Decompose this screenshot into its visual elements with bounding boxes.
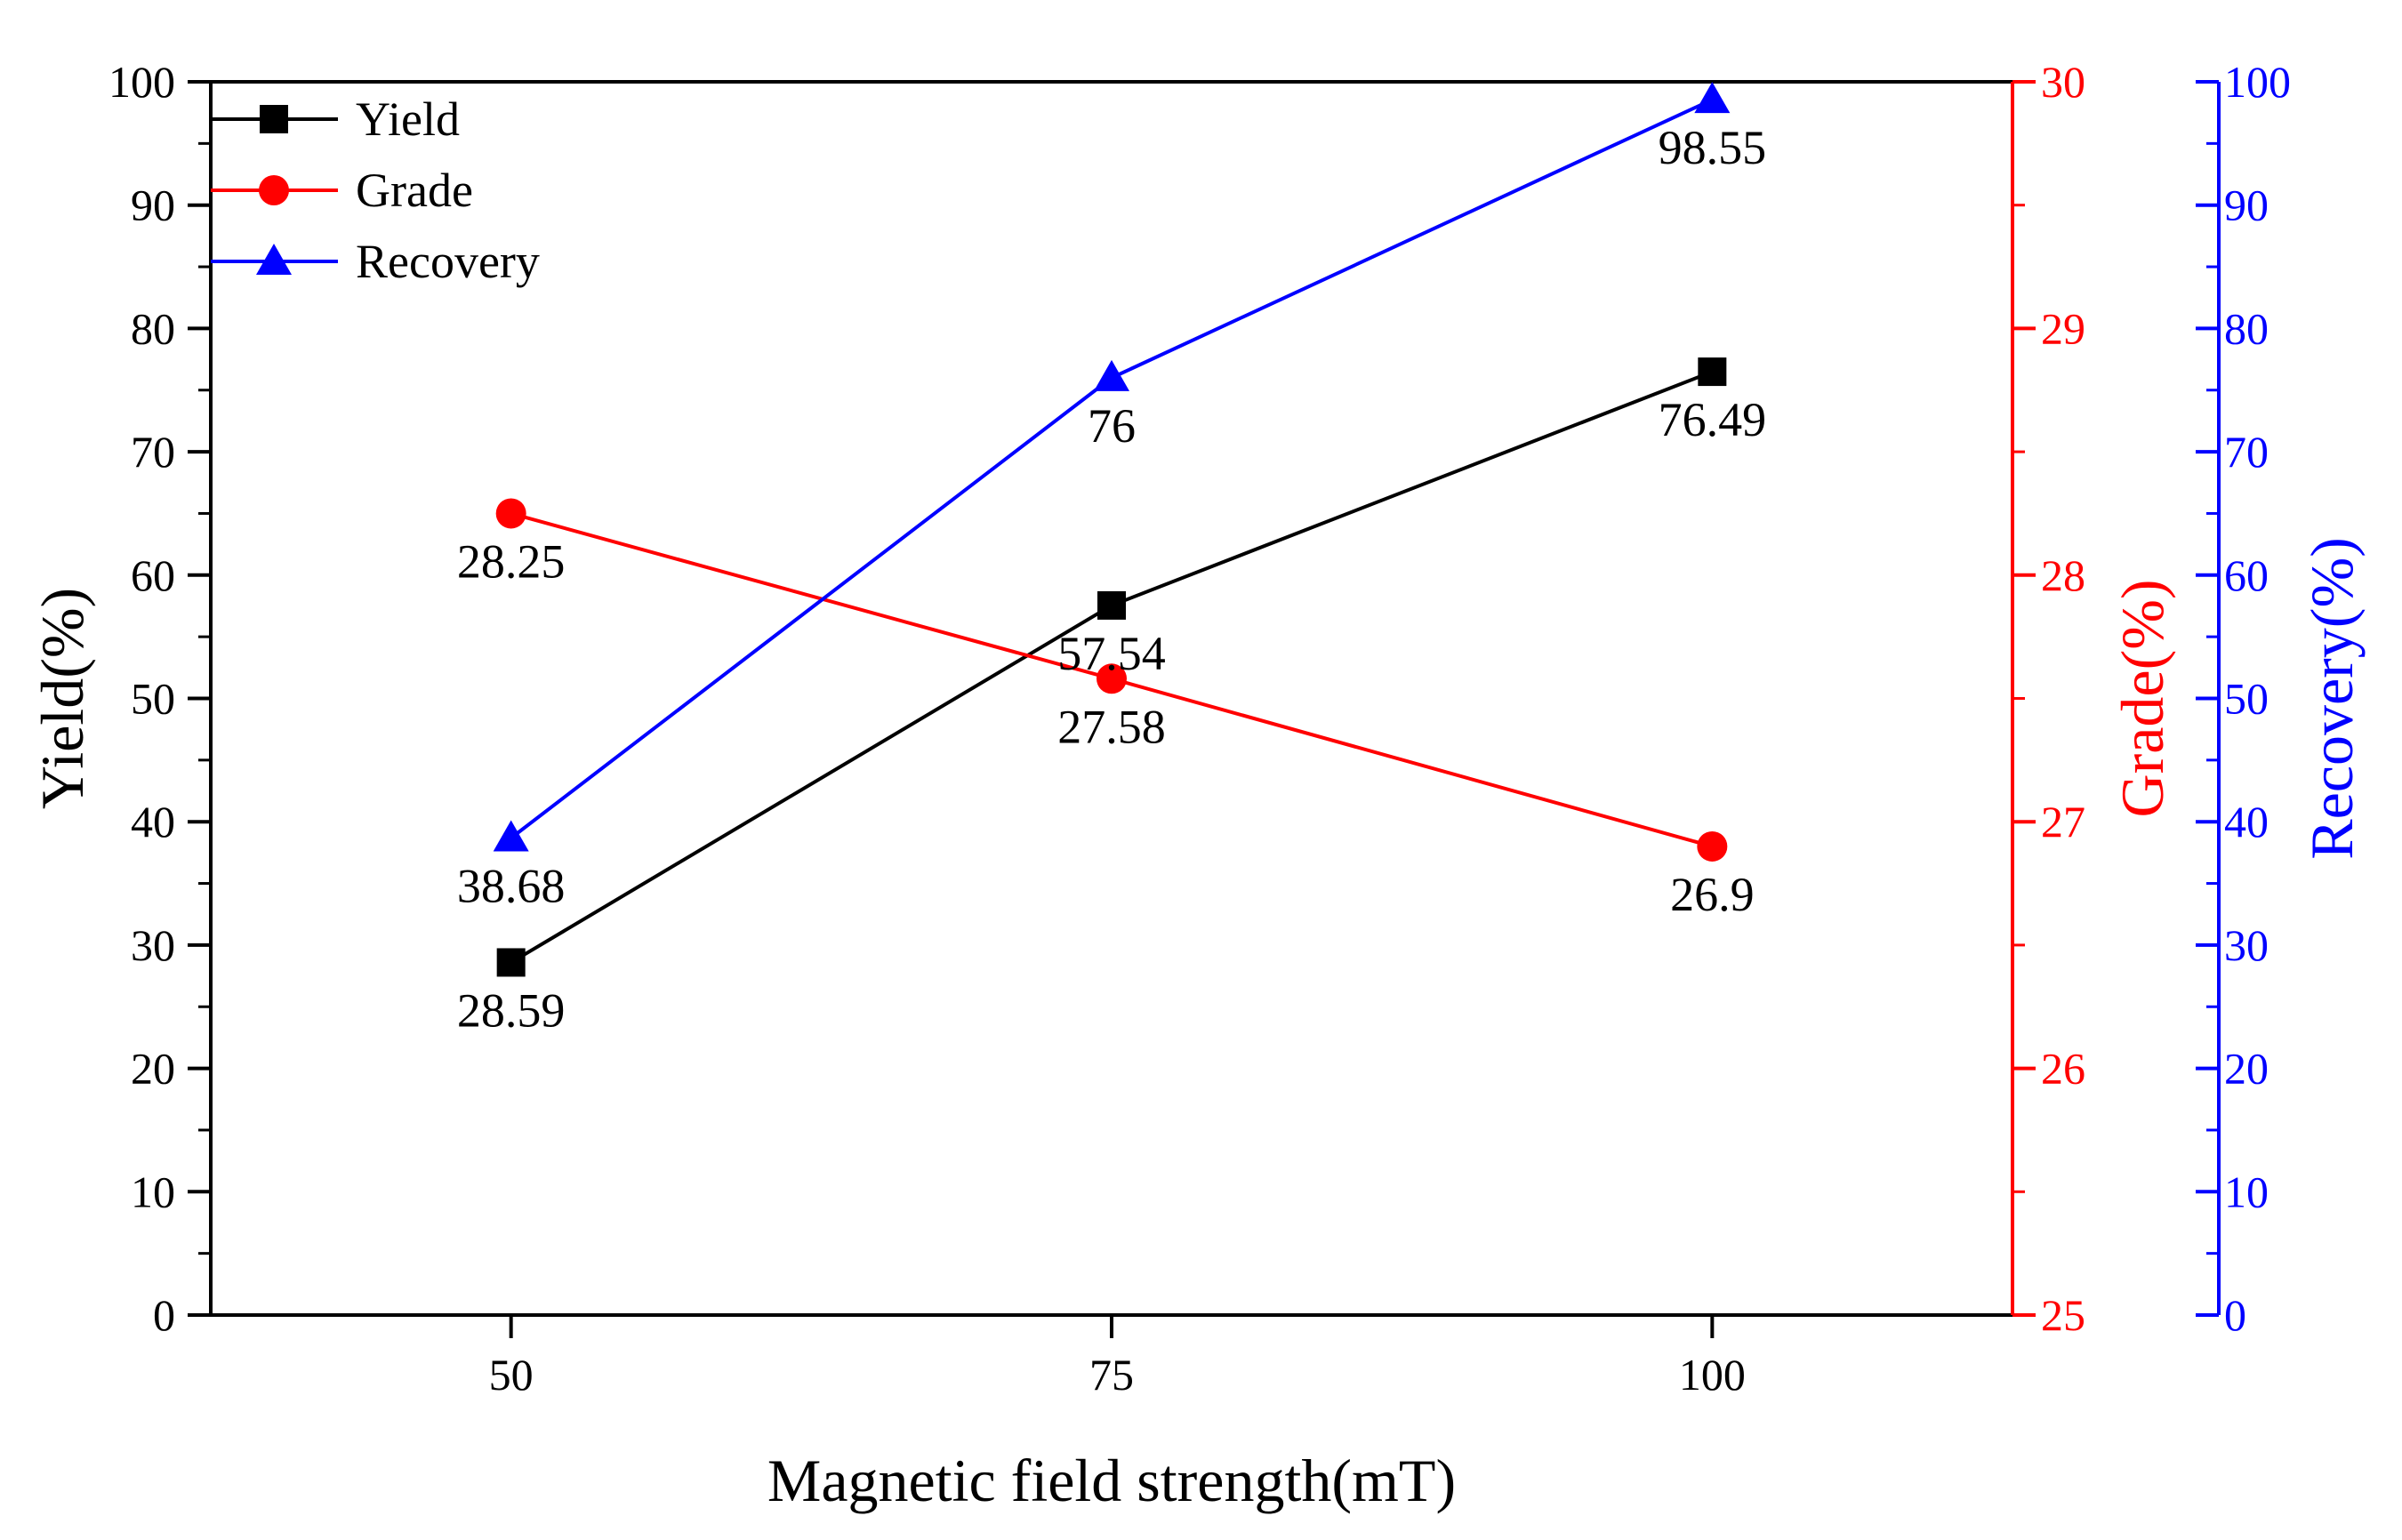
grade-y-tick-label: 29 — [2041, 303, 2085, 353]
recovery-y-tick-label: 60 — [2224, 550, 2269, 600]
left-y-tick-label: 10 — [131, 1167, 175, 1216]
recovery-y-tick-label: 40 — [2224, 797, 2269, 846]
legend-yield-label: Yield — [356, 92, 460, 146]
left-y-tick-label: 30 — [131, 920, 175, 970]
left-y-tick-label: 50 — [131, 674, 175, 724]
legend-yield-marker — [260, 105, 288, 133]
grade-point — [1097, 663, 1127, 694]
recovery-data-label: 38.68 — [457, 860, 566, 913]
grade-y-axis-title: Grade(%) — [2109, 579, 2176, 817]
data-label-layer: 28.59 57.54 76.49 28.25 27.58 26.9 38.68 76 98.5… — [457, 121, 1766, 1037]
yield-point — [496, 948, 526, 977]
grade-y-tick-label: 28 — [2041, 550, 2085, 600]
left-y-tick-label: 60 — [131, 550, 175, 600]
yield-data-label: 57.54 — [1057, 627, 1166, 680]
x-tick-label: 100 — [1679, 1350, 1746, 1400]
x-tick-label: 50 — [489, 1350, 534, 1400]
recovery-y-tick-label: 50 — [2224, 674, 2269, 724]
grade-point — [495, 498, 526, 529]
grade-y-tick-label: 25 — [2041, 1290, 2085, 1340]
grade-data-label: 26.9 — [1670, 868, 1755, 921]
yield-data-label: 28.59 — [457, 983, 566, 1037]
recovery-point — [1694, 82, 1731, 114]
legend-grade-label: Grade — [356, 164, 473, 217]
recovery-point — [1094, 359, 1129, 391]
legend-recovery-marker — [256, 244, 292, 275]
recovery-y-tick-label: 20 — [2224, 1044, 2269, 1094]
left-y-tick-label: 0 — [153, 1290, 175, 1340]
x-axis-title: Magnetic field strength(mT) — [767, 1447, 1456, 1514]
recovery-y-axis-title: Recovery(%) — [2298, 537, 2366, 859]
yield-point — [1097, 590, 1126, 620]
grade-data-label: 27.58 — [1057, 700, 1166, 753]
grade-y-tick-label: 26 — [2041, 1044, 2085, 1094]
grade-point — [1697, 830, 1728, 862]
left-y-tick-label: 100 — [108, 57, 175, 107]
grade-data-label: 28.25 — [457, 534, 566, 588]
grade-y-tick-label: 27 — [2041, 797, 2085, 846]
series-layer — [493, 82, 1731, 977]
left-y-tick-label: 40 — [131, 797, 175, 846]
recovery-y-tick-label: 90 — [2224, 180, 2269, 230]
left-y-tick-label: 80 — [131, 303, 175, 353]
recovery-y-tick-label: 0 — [2224, 1290, 2246, 1340]
recovery-point — [493, 820, 529, 852]
x-tick-label: 75 — [1089, 1350, 1134, 1400]
left-y-tick-label: 90 — [131, 180, 175, 230]
recovery-y-tick-label: 80 — [2224, 303, 2269, 353]
recovery-y-tick-label: 30 — [2224, 920, 2269, 970]
yield-point — [1698, 357, 1727, 387]
left-y-tick-label: 20 — [131, 1044, 175, 1094]
yield-data-label: 76.49 — [1659, 393, 1767, 446]
recovery-y-tick-label: 10 — [2224, 1167, 2269, 1216]
legend-recovery-label: Recovery — [356, 235, 540, 288]
legend-grade-marker — [259, 175, 289, 205]
recovery-data-label: 98.55 — [1659, 121, 1767, 174]
recovery-y-tick-label: 70 — [2224, 427, 2269, 477]
grade-y-tick-label: 30 — [2041, 57, 2085, 107]
recovery-data-label: 76 — [1088, 399, 1136, 453]
left-y-tick-label: 70 — [131, 427, 175, 477]
recovery-y-tick-label: 100 — [2224, 57, 2291, 107]
legend: Yield Grade Recovery — [211, 92, 540, 288]
left-y-axis-title: Yield(%) — [28, 588, 96, 809]
